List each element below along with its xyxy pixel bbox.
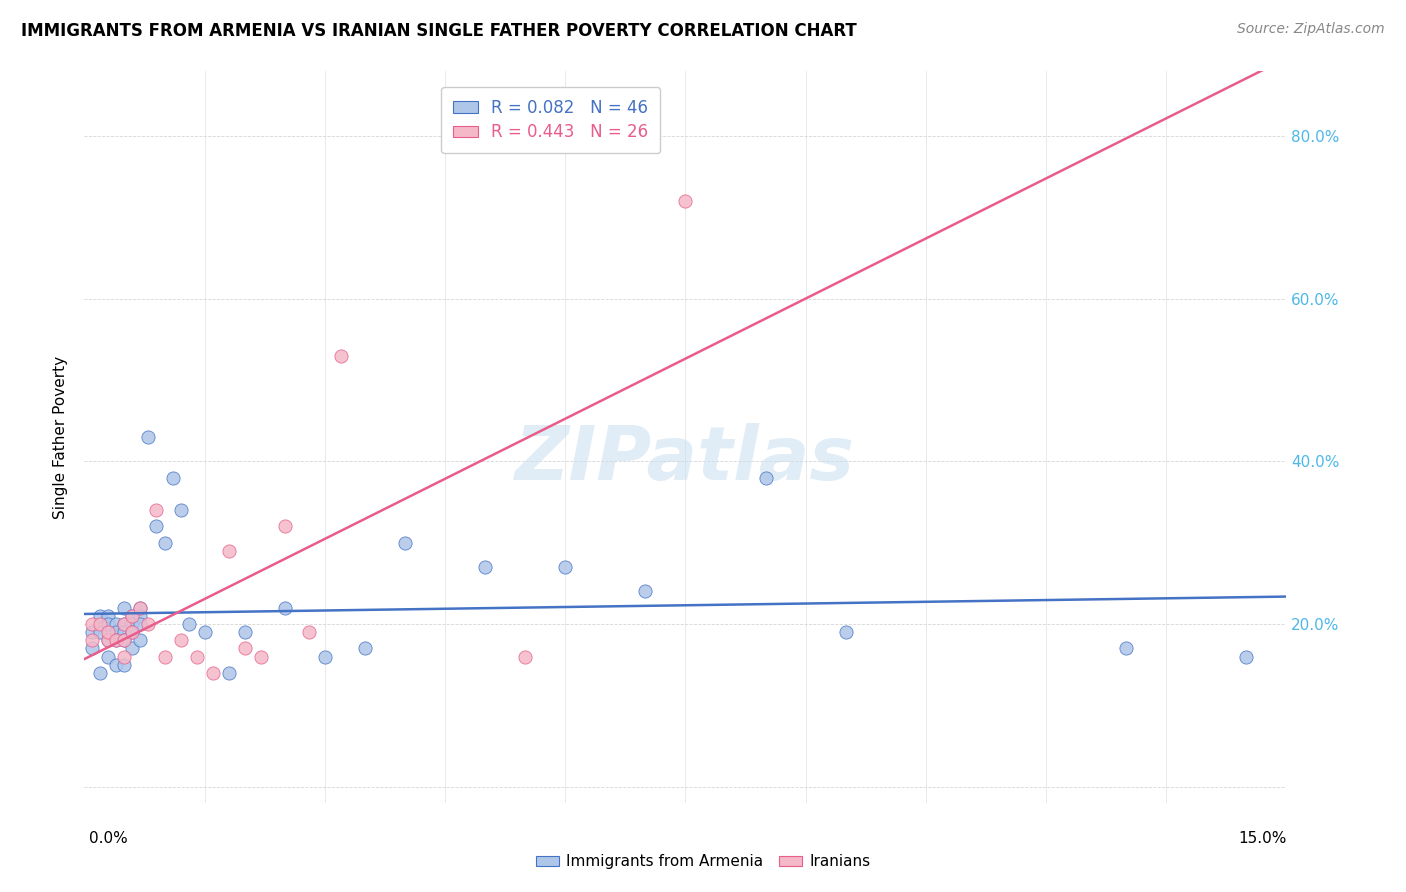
Point xyxy=(1234,649,1257,664)
Point xyxy=(97,633,120,648)
Point xyxy=(114,617,135,632)
Point xyxy=(138,430,160,444)
Point xyxy=(129,608,152,623)
Point xyxy=(105,633,128,648)
Point xyxy=(145,503,167,517)
Point xyxy=(89,665,111,680)
Point xyxy=(298,625,321,640)
Point xyxy=(97,608,120,623)
Point xyxy=(675,194,697,209)
Point xyxy=(89,617,111,632)
Point xyxy=(835,625,858,640)
Point xyxy=(105,657,128,672)
Point xyxy=(121,625,143,640)
Point xyxy=(274,600,297,615)
Point xyxy=(114,625,135,640)
Point xyxy=(121,617,143,632)
Point xyxy=(105,633,128,648)
Point xyxy=(121,641,143,656)
Point xyxy=(354,641,377,656)
Point xyxy=(121,608,143,623)
Point xyxy=(218,665,240,680)
Point xyxy=(105,617,128,632)
Legend: Immigrants from Armenia, Iranians: Immigrants from Armenia, Iranians xyxy=(530,848,876,875)
Point xyxy=(515,649,537,664)
Point xyxy=(82,625,104,640)
Point xyxy=(114,617,135,632)
Point xyxy=(394,535,416,549)
Point xyxy=(153,535,176,549)
Point xyxy=(1115,641,1137,656)
Point xyxy=(97,649,120,664)
Point xyxy=(755,471,778,485)
Point xyxy=(97,633,120,648)
Point xyxy=(114,600,135,615)
Point xyxy=(153,649,176,664)
Point xyxy=(274,519,297,533)
Text: IMMIGRANTS FROM ARMENIA VS IRANIAN SINGLE FATHER POVERTY CORRELATION CHART: IMMIGRANTS FROM ARMENIA VS IRANIAN SINGL… xyxy=(21,22,856,40)
Point xyxy=(177,617,200,632)
Point xyxy=(97,617,120,632)
Point xyxy=(201,665,224,680)
Point xyxy=(138,617,160,632)
Text: 15.0%: 15.0% xyxy=(1239,831,1286,846)
Point xyxy=(162,471,184,485)
Point xyxy=(194,625,217,640)
Point xyxy=(82,617,104,632)
Point xyxy=(114,657,135,672)
Text: ZIPatlas: ZIPatlas xyxy=(516,423,855,496)
Point xyxy=(314,649,336,664)
Point xyxy=(186,649,208,664)
Text: 0.0%: 0.0% xyxy=(89,831,128,846)
Point xyxy=(82,633,104,648)
Point xyxy=(105,625,128,640)
Y-axis label: Single Father Poverty: Single Father Poverty xyxy=(53,356,69,518)
Point xyxy=(121,625,143,640)
Point xyxy=(249,649,271,664)
Point xyxy=(634,584,657,599)
Point xyxy=(114,633,135,648)
Text: Source: ZipAtlas.com: Source: ZipAtlas.com xyxy=(1237,22,1385,37)
Legend: R = 0.082   N = 46, R = 0.443   N = 26: R = 0.082 N = 46, R = 0.443 N = 26 xyxy=(441,87,659,153)
Point xyxy=(129,600,152,615)
Point xyxy=(97,625,120,640)
Point xyxy=(129,600,152,615)
Point xyxy=(474,560,496,574)
Point xyxy=(82,641,104,656)
Point xyxy=(114,649,135,664)
Point xyxy=(89,625,111,640)
Point xyxy=(145,519,167,533)
Point xyxy=(121,608,143,623)
Point xyxy=(129,633,152,648)
Point xyxy=(169,633,191,648)
Point xyxy=(89,608,111,623)
Point xyxy=(233,625,256,640)
Point xyxy=(329,349,352,363)
Point xyxy=(218,544,240,558)
Point xyxy=(129,617,152,632)
Point xyxy=(554,560,576,574)
Point xyxy=(114,633,135,648)
Point xyxy=(169,503,191,517)
Point xyxy=(233,641,256,656)
